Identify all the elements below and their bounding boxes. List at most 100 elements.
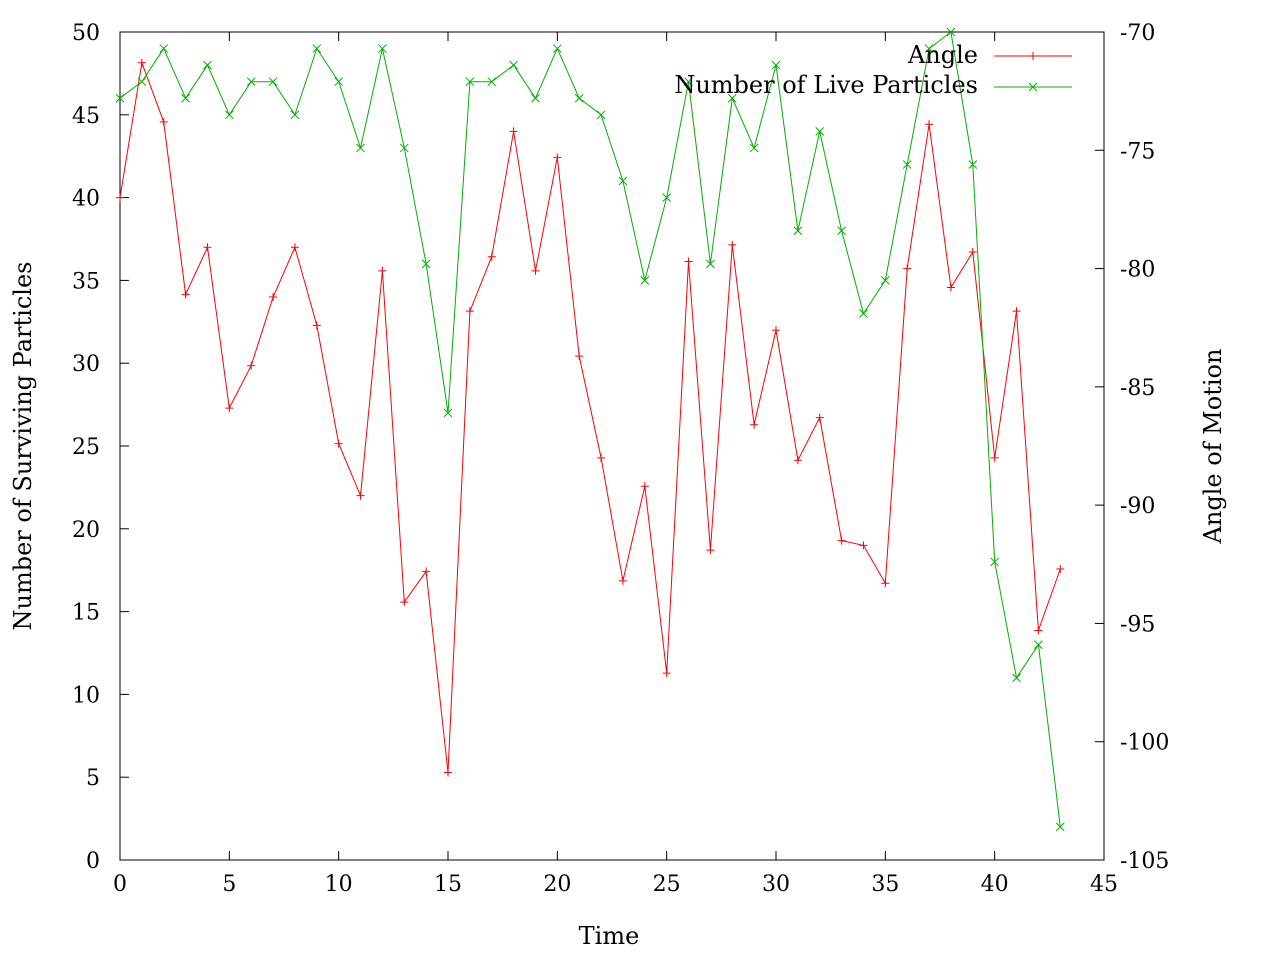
x-tick-label: 30 (762, 872, 790, 897)
y2-tick-label: -90 (1120, 494, 1155, 519)
data-point-angle (1056, 565, 1065, 574)
series-markers (115, 27, 1065, 832)
data-point-number-of-live-particles (596, 110, 606, 120)
data-point-number-of-live-particles (837, 226, 846, 236)
data-point-number-of-live-particles (793, 226, 803, 236)
data-point-number-of-live-particles (574, 93, 584, 103)
data-point-angle (137, 58, 146, 67)
data-point-number-of-live-particles (465, 77, 475, 87)
y2-tick-label: -95 (1120, 612, 1155, 637)
data-point-angle (203, 243, 212, 252)
series-line-angle (119, 60, 1061, 773)
y2-tick-label: -105 (1120, 849, 1169, 874)
y-tick-label: 40 (72, 187, 100, 212)
data-point-angle (968, 248, 977, 257)
data-point-number-of-live-particles (421, 259, 431, 269)
data-point-number-of-live-particles (815, 127, 825, 136)
data-point-number-of-live-particles (880, 276, 890, 285)
data-point-number-of-live-particles (771, 60, 781, 70)
x-tick-label: 35 (871, 872, 899, 897)
y2-axis-title: Angle of Motion (1199, 349, 1227, 545)
data-point-number-of-live-particles (290, 110, 300, 120)
data-point-angle (597, 453, 606, 462)
data-point-angle (181, 290, 190, 299)
data-point-angle (225, 404, 234, 413)
data-point-angle (444, 768, 452, 777)
data-point-angle (290, 243, 299, 252)
data-point-angle (750, 420, 759, 429)
y-tick-label: 15 (72, 601, 100, 626)
data-point-angle (859, 541, 868, 550)
data-point-number-of-live-particles (224, 110, 234, 120)
data-point-number-of-live-particles (531, 93, 540, 103)
data-point-number-of-live-particles (1034, 640, 1043, 650)
legend-marker-number-of-live-particles (1028, 82, 1038, 92)
data-point-number-of-live-particles (990, 557, 1000, 567)
y-tick-label: 5 (86, 766, 100, 791)
x-tick-label: 10 (325, 872, 353, 897)
data-point-number-of-live-particles (640, 276, 650, 285)
legend-label-live-particles: Number of Live Particles (674, 71, 978, 99)
data-point-number-of-live-particles (946, 27, 956, 37)
data-point-angle (815, 413, 824, 422)
data-point-angle (684, 257, 693, 266)
data-point-number-of-live-particles (662, 193, 672, 202)
data-point-number-of-live-particles (1055, 822, 1065, 832)
y-axis-title: Number of Surviving Particles (9, 262, 37, 631)
data-point-angle (1012, 307, 1021, 316)
data-point-angle (881, 579, 890, 588)
legend: Angle Number of Live Particles (674, 41, 1072, 99)
y2-tick-label: -80 (1120, 258, 1155, 283)
data-point-number-of-live-particles (268, 77, 278, 87)
data-point-number-of-live-particles (902, 160, 912, 169)
data-point-number-of-live-particles (618, 176, 628, 186)
plot-frame (119, 31, 1105, 861)
x-tick-label: 0 (113, 872, 127, 897)
data-point-number-of-live-particles (487, 77, 497, 87)
legend-label-angle: Angle (907, 41, 978, 69)
data-point-angle (356, 491, 365, 500)
data-point-angle (247, 361, 256, 370)
x-tick-label: 5 (222, 872, 236, 897)
data-point-number-of-live-particles (159, 44, 169, 53)
y-tick-label: 0 (86, 849, 100, 874)
data-point-number-of-live-particles (181, 93, 190, 103)
data-point-angle (662, 669, 671, 678)
data-point-angle (837, 536, 846, 545)
y2-tick-label: -85 (1120, 376, 1155, 401)
data-point-angle (728, 240, 737, 249)
y-tick-label: 35 (72, 269, 100, 294)
data-point-number-of-live-particles (246, 77, 256, 87)
data-point-angle (400, 598, 409, 607)
data-point-number-of-live-particles (924, 44, 934, 53)
series-lines (119, 31, 1061, 827)
data-point-angle (618, 576, 627, 585)
x-tick-label: 25 (653, 872, 681, 897)
data-point-angle (159, 117, 168, 126)
data-point-angle (990, 453, 999, 462)
data-point-angle (640, 482, 649, 491)
data-point-number-of-live-particles (203, 60, 212, 70)
data-point-number-of-live-particles (378, 44, 387, 53)
data-point-angle (772, 326, 780, 335)
data-point-number-of-live-particles (356, 143, 365, 153)
y-tick-label: 10 (72, 683, 100, 708)
x-tick-label: 20 (543, 872, 571, 897)
data-point-number-of-live-particles (706, 259, 715, 269)
y2-tick-label: -100 (1120, 731, 1169, 756)
y2-tick-label: -75 (1120, 139, 1155, 164)
y-tick-label: 25 (72, 435, 100, 460)
data-point-angle (378, 266, 387, 275)
data-point-number-of-live-particles (552, 44, 562, 53)
x-tick-label: 40 (981, 872, 1009, 897)
data-point-number-of-live-particles (443, 408, 453, 418)
data-point-angle (946, 283, 955, 292)
data-point-number-of-live-particles (334, 77, 344, 87)
data-point-angle (1034, 626, 1043, 635)
data-point-number-of-live-particles (312, 44, 322, 53)
data-point-angle (116, 193, 124, 202)
data-point-angle (334, 439, 343, 448)
x-axis-title: Time (579, 922, 640, 950)
data-point-angle (531, 266, 540, 275)
